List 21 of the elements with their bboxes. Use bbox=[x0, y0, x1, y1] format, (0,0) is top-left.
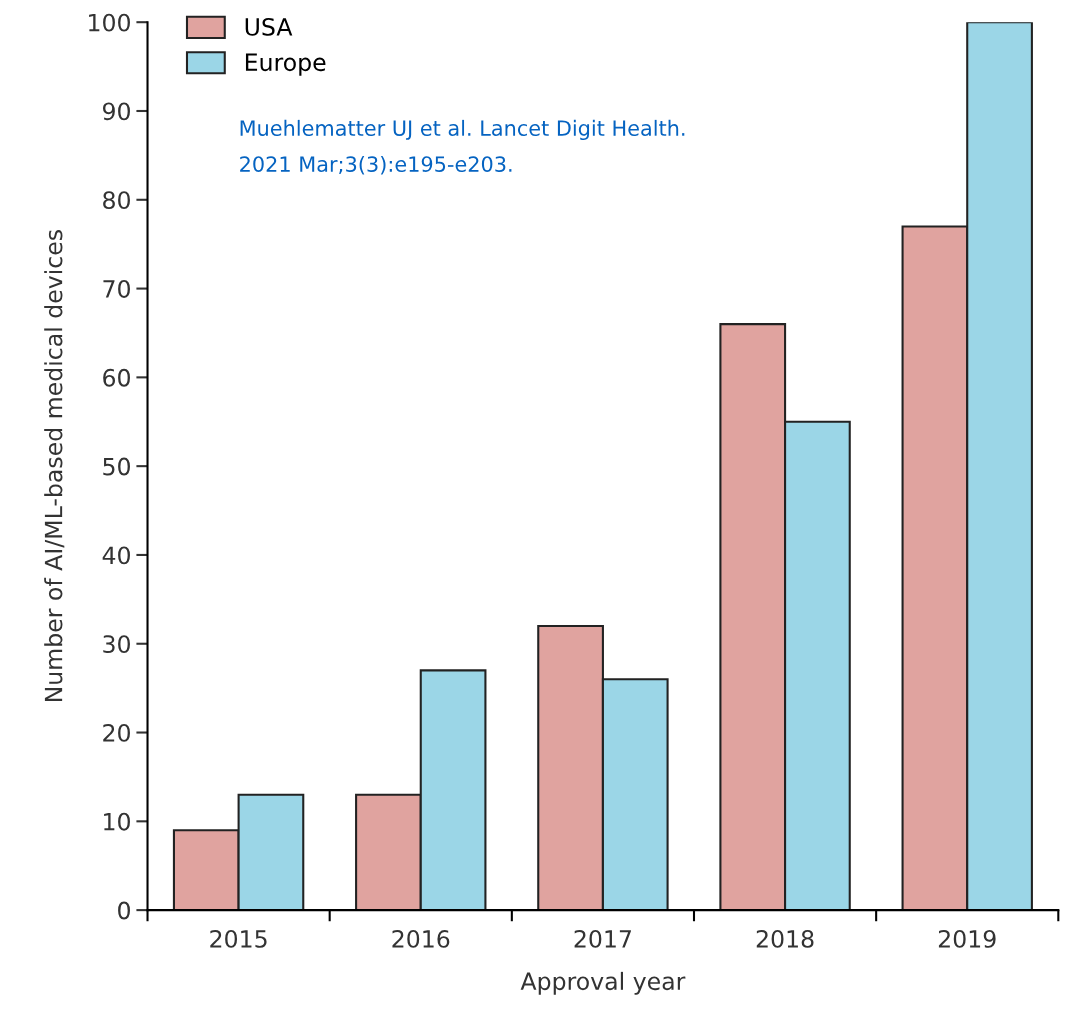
x-tick-label: 2019 bbox=[938, 929, 996, 948]
y-tick-label: 60 bbox=[103, 368, 130, 387]
y-tick-label: 80 bbox=[103, 191, 130, 210]
y-tick-label: 20 bbox=[103, 723, 130, 742]
y-tick-label: 70 bbox=[103, 280, 130, 298]
x-tick-label: 2018 bbox=[756, 929, 814, 948]
x-tick-label: 2015 bbox=[210, 929, 267, 948]
y-tick-label: 90 bbox=[102, 102, 130, 121]
y-tick-label: 50 bbox=[103, 457, 130, 476]
y-tick-label: 30 bbox=[103, 635, 130, 654]
x-tick-label: 2017 bbox=[574, 929, 631, 948]
y-tick-label: 40 bbox=[102, 546, 130, 565]
legend-label: USA bbox=[245, 17, 293, 36]
x-axis-title: Approval year bbox=[520, 971, 686, 995]
y-axis-title: Number of AI/ML-based medical devices bbox=[44, 230, 65, 702]
legend-label: Europe bbox=[245, 53, 326, 76]
y-tick-label: 10 bbox=[104, 812, 130, 831]
x-tick-label: 2016 bbox=[392, 929, 450, 948]
y-tick-label: 0 bbox=[118, 901, 130, 920]
annotation: Muehlematter UJ et al. Lancet Digit Health. 2021 Mar;3(3):e195-e203. bbox=[240, 119, 685, 175]
y-tick-label: 100 bbox=[89, 13, 130, 32]
